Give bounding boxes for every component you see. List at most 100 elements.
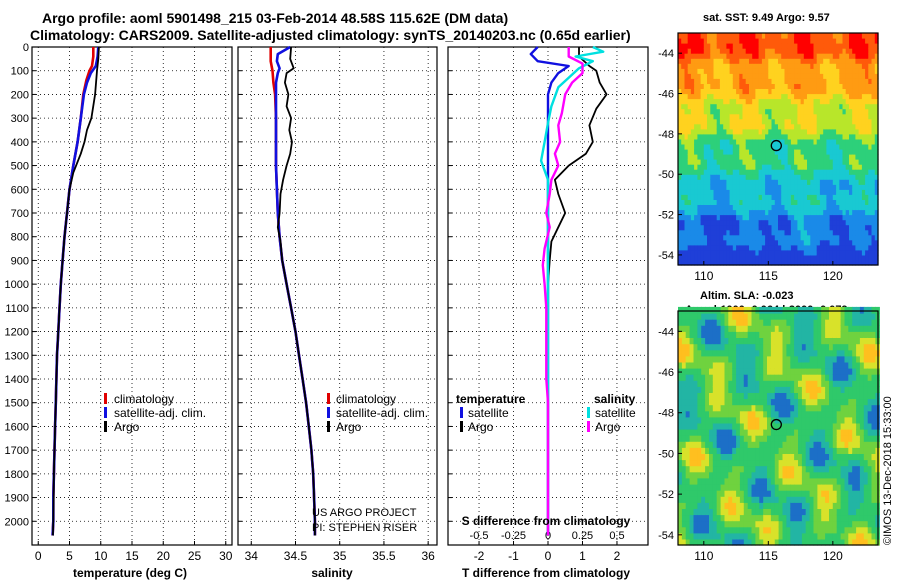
heatmap-cell [810,138,815,145]
heatmap-cell [861,209,866,216]
heatmap-cell [856,441,861,448]
heatmap-cell [819,219,824,226]
heatmap-cell [813,392,818,400]
heatmap-cell [716,184,721,190]
heatmap-cell [871,429,876,436]
heatmap-cell [751,313,756,320]
heatmap-cell [852,496,857,503]
heatmap-cell [705,447,710,454]
heatmap-cell [761,98,766,105]
heatmap-cell [790,520,795,528]
heatmap-cell [865,68,869,74]
heatmap-cell [863,508,869,516]
heatmap-cell [749,189,753,195]
heatmap-cell [710,159,715,165]
heatmap-cell [794,526,799,534]
heatmap-cell [707,83,711,89]
map-y-tick-label: -50 [658,169,674,181]
heatmap-cell [765,164,769,170]
heatmap-cell [848,313,853,320]
heatmap-cell [736,53,740,59]
heatmap-cell [778,199,782,205]
heatmap-cell [742,73,747,79]
heatmap-cell [685,484,691,491]
heatmap-cell [681,471,687,479]
heatmap-cell [745,83,750,89]
heatmap-cell [761,209,766,216]
heatmap-cell [871,53,876,59]
heatmap-cell [865,93,869,100]
heatmap-cell [784,169,789,175]
heatmap-cell [787,219,792,226]
heatmap-cell [707,149,711,155]
heatmap-cell [821,477,826,485]
heatmap-cell [701,416,706,424]
heatmap-cell [716,453,722,461]
heatmap-cell [768,63,773,69]
heatmap-cell [767,343,772,351]
heatmap-cell [848,325,853,332]
heatmap-cell [743,520,749,528]
heatmap-cell [852,254,856,261]
heatmap-cell [709,410,714,418]
heatmap-cell [801,416,807,424]
heatmap-cell [826,184,831,190]
heatmap-cell [790,199,795,205]
heatmap-cell [819,88,824,95]
heatmap-cell [749,33,753,39]
heatmap-cell [807,239,811,246]
heatmap-cell [868,249,873,256]
heatmap-cell [845,204,850,211]
heatmap-cell [816,204,821,211]
heatmap-cell [697,477,702,485]
heatmap-cell [678,490,683,497]
heatmap-cell [758,209,763,216]
heatmap-cell [726,169,731,175]
heatmap-cell [826,260,831,266]
heatmap-cell [865,73,869,79]
heatmap-cell [719,194,724,200]
heatmap-cell [758,219,763,226]
heatmap-cell [770,435,776,442]
heatmap-cell [809,343,815,351]
heatmap-cell [774,447,780,454]
heatmap-cell [678,149,682,155]
heatmap-cell [774,422,780,430]
heatmap-cell [855,58,860,64]
heatmap-cell [855,189,860,195]
heatmap-cell [716,93,721,100]
heatmap-cell [821,465,826,473]
heatmap-cell [710,254,715,261]
heatmap-cell [858,174,863,180]
heatmap-cell [852,319,857,326]
heatmap-cell [865,149,869,155]
heatmap-cell [826,149,831,155]
heatmap-cell [703,204,708,211]
y-tick-label: 200 [11,89,29,101]
heatmap-cell [817,465,822,473]
heatmap-cell [707,58,711,64]
heatmap-cell [747,416,753,424]
map-x-tick-label: 120 [823,549,843,563]
heatmap-cell [798,453,803,461]
heatmap-cell [845,53,850,59]
heatmap-cell [690,194,695,200]
heatmap-cell [816,239,821,246]
heatmap-cell [710,118,715,125]
heatmap-cell [707,239,711,246]
heatmap-cell [813,179,818,185]
heatmap-cell [832,429,838,436]
heatmap-cell [865,244,869,251]
heatmap-cell [813,319,818,326]
heatmap-cell [678,118,682,125]
heatmap-cell [728,319,733,326]
heatmap-cell [774,471,780,479]
heatmap-cell [732,249,737,256]
heatmap-cell [770,459,776,467]
heatmap-cell [790,343,795,351]
heatmap-cell [819,83,824,89]
heatmap-cell [807,244,811,251]
heatmap-cell [761,48,766,54]
heatmap-cell [687,169,692,175]
heatmap-cell [852,93,856,100]
